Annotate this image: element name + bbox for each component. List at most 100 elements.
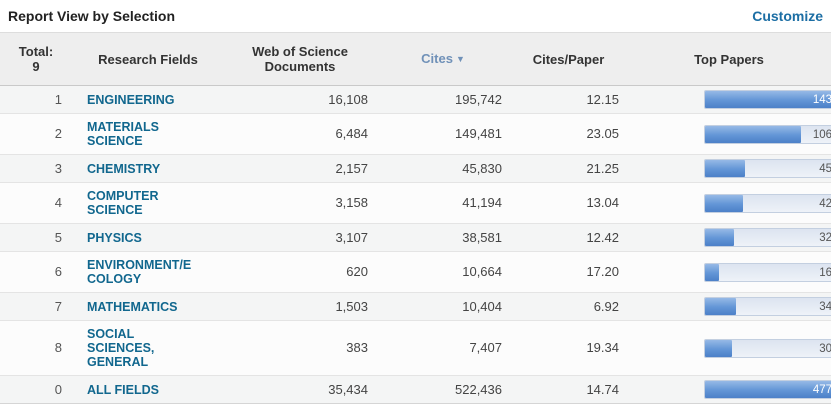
top-papers-bar-track: 34 [704,297,831,316]
top-papers-bar-track: 42 [704,193,831,213]
cites-per-paper-value: 21.25 [510,154,627,183]
cites-value: 38,581 [376,223,510,252]
wos-documents-value: 1,503 [224,292,376,321]
wos-documents-value: 35,434 [224,375,376,404]
table-row: 2 MATERIALS SCIENCE 6,484 149,481 23.05 … [0,113,831,155]
top-papers-cell: 477 [627,375,831,404]
top-papers-cell: 16 [627,251,831,293]
top-papers-bar-track: 32 [704,228,831,247]
column-header-cites-per-paper[interactable]: Cites/Paper [510,32,627,86]
cites-per-paper-value: 14.74 [510,375,627,404]
cites-value: 45,830 [376,154,510,183]
top-papers-bar: 143 [627,90,831,109]
top-papers-value: 32 [819,232,831,244]
top-papers-bar: 106 [627,124,831,144]
sort-descending-icon: ▼ [455,54,465,64]
column-header-cites[interactable]: Cites ▼ [376,32,510,86]
top-papers-bar: 32 [627,228,831,247]
top-papers-bar-track: 16 [704,262,831,282]
research-field-link[interactable]: SOCIAL SCIENCES, GENERAL [87,327,155,369]
title-bar: Report View by Selection Customize [0,0,831,32]
top-papers-bar-fill [705,263,720,281]
customize-link[interactable]: Customize [752,8,823,24]
cites-per-paper-value: 13.04 [510,182,627,224]
cites-per-paper-value: 19.34 [510,320,627,376]
research-field-link[interactable]: MATERIALS SCIENCE [87,120,159,148]
row-rank: 7 [0,292,72,321]
top-papers-bar-fill [705,160,746,177]
top-papers-bar-fill [705,298,737,315]
top-papers-cell: 143 [627,85,831,114]
top-papers-bar-fill [705,381,831,398]
top-papers-cell: 45 [627,154,831,183]
top-papers-bar-track: 143 [704,90,831,109]
table-row: 8 SOCIAL SCIENCES, GENERAL 383 7,407 19.… [0,320,831,376]
top-papers-bar-track: 477 [704,380,831,399]
cites-value: 10,664 [376,251,510,293]
page-title: Report View by Selection [8,8,176,24]
top-papers-bar: 34 [627,297,831,316]
cites-value: 10,404 [376,292,510,321]
report-table: Total: 9 Research Fields Web of Science … [0,32,831,404]
cites-value: 41,194 [376,182,510,224]
cites-per-paper-value: 12.15 [510,85,627,114]
wos-documents-value: 6,484 [224,113,376,155]
top-papers-value: 45 [819,163,831,175]
top-papers-bar-fill [705,229,734,246]
wos-documents-value: 3,158 [224,182,376,224]
table-row: 1 ENGINEERING 16,108 195,742 12.15 143 [0,85,831,114]
top-papers-bar: 477 [627,380,831,399]
column-header-research-fields[interactable]: Research Fields [72,32,224,86]
top-papers-bar-track: 30 [704,338,831,358]
table-row: 5 PHYSICS 3,107 38,581 12.42 32 [0,223,831,252]
top-papers-bar: 42 [627,193,831,213]
top-papers-bar-fill [705,125,802,143]
research-field-link[interactable]: PHYSICS [87,230,142,245]
top-papers-bar-track: 106 [704,124,831,144]
top-papers-bar-fill [705,339,733,357]
row-rank: 2 [0,113,72,155]
cites-value: 149,481 [376,113,510,155]
column-header-top-papers[interactable]: Top Papers [627,32,831,86]
top-papers-bar: 16 [627,262,831,282]
row-rank: 1 [0,85,72,114]
cites-per-paper-value: 12.42 [510,223,627,252]
top-papers-bar-fill [705,194,743,212]
research-field-link[interactable]: MATHEMATICS [87,299,178,314]
wos-documents-value: 2,157 [224,154,376,183]
research-field-link[interactable]: COMPUTER SCIENCE [87,189,159,217]
top-papers-value: 143 [812,94,831,106]
row-rank: 0 [0,375,72,404]
row-rank: 4 [0,182,72,224]
table-row: 6 ENVIRONMENT/E COLOGY 620 10,664 17.20 … [0,251,831,293]
top-papers-value: 34 [819,301,831,313]
cites-value: 522,436 [376,375,510,404]
top-papers-cell: 42 [627,182,831,224]
research-field-link[interactable]: CHEMISTRY [87,161,161,176]
top-papers-value: 16 [819,266,831,279]
row-rank: 3 [0,154,72,183]
top-papers-bar: 30 [627,338,831,358]
top-papers-cell: 106 [627,113,831,155]
cites-per-paper-value: 6.92 [510,292,627,321]
top-papers-bar: 45 [627,159,831,178]
row-rank: 8 [0,320,72,376]
research-field-link[interactable]: ENVIRONMENT/E COLOGY [87,258,192,286]
table-row: 4 COMPUTER SCIENCE 3,158 41,194 13.04 42 [0,182,831,224]
top-papers-cell: 34 [627,292,831,321]
top-papers-value: 42 [819,197,831,210]
row-rank: 5 [0,223,72,252]
top-papers-cell: 32 [627,223,831,252]
research-field-link[interactable]: ENGINEERING [87,92,175,107]
cites-value: 195,742 [376,85,510,114]
research-field-link[interactable]: ALL FIELDS [87,382,159,397]
row-rank: 6 [0,251,72,293]
wos-documents-value: 16,108 [224,85,376,114]
wos-documents-value: 383 [224,320,376,376]
wos-documents-value: 620 [224,251,376,293]
top-papers-value: 477 [812,384,831,396]
table-header-row: Total: 9 Research Fields Web of Science … [0,32,831,86]
column-header-wos-documents[interactable]: Web of Science Documents [224,32,376,86]
top-papers-value: 106 [812,128,831,141]
table-row: 3 CHEMISTRY 2,157 45,830 21.25 45 [0,154,831,183]
